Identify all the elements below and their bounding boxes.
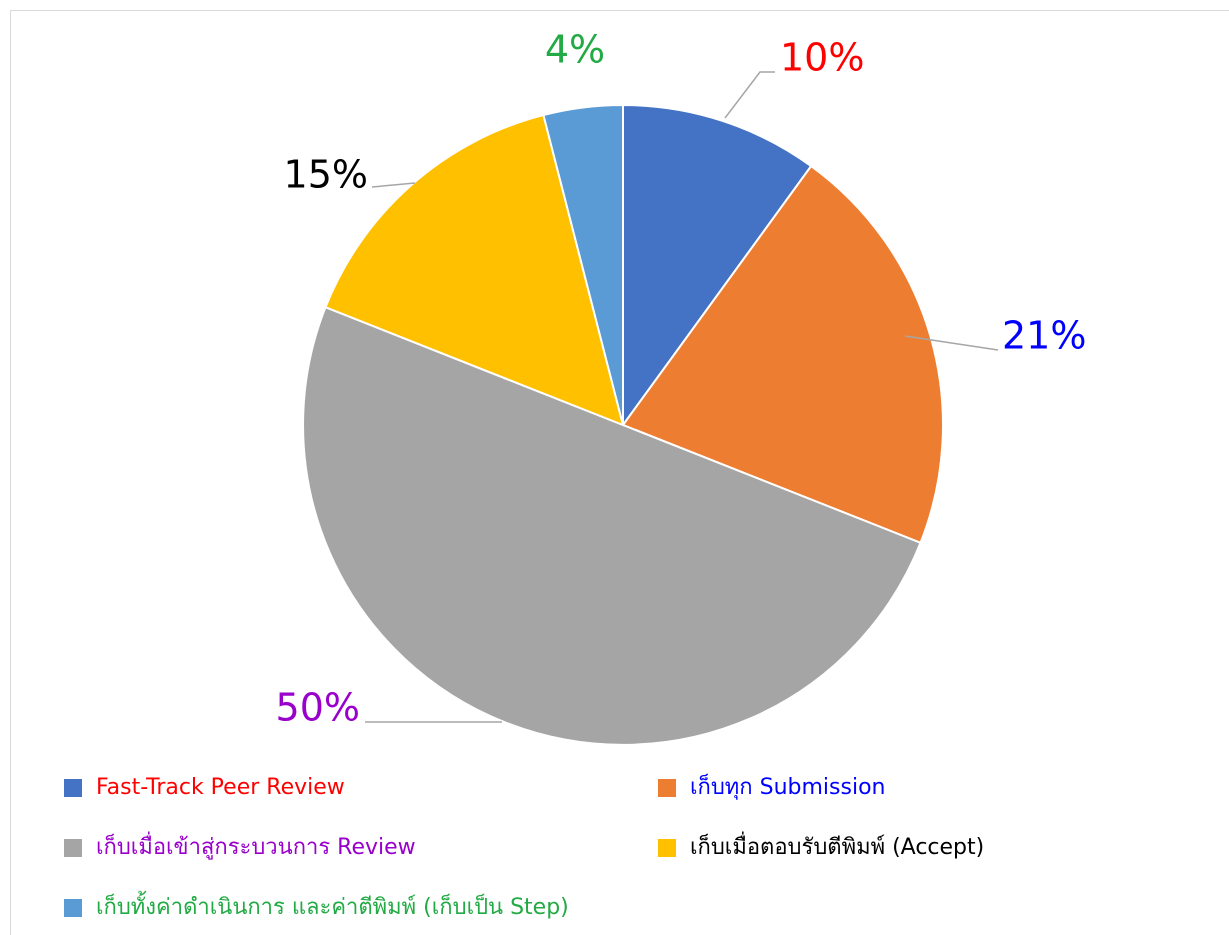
- leader-line: [904, 335, 999, 351]
- legend-swatch: [64, 779, 82, 797]
- data-label: 15%: [284, 153, 368, 197]
- pie-slice: [621, 164, 944, 545]
- data-label: 50%: [276, 686, 360, 730]
- legend-label: เก็บเมื่อเข้าสู่กระบวนการ Review: [96, 831, 416, 860]
- legend-swatch: [658, 779, 676, 797]
- data-label: 10%: [780, 36, 864, 80]
- pie-slice: [302, 305, 922, 746]
- data-label: 21%: [1002, 314, 1086, 358]
- data-label: 4%: [545, 28, 605, 72]
- leader-line: [371, 182, 416, 188]
- legend-label: Fast-Track Peer Review: [96, 775, 345, 800]
- chart-border: [10, 10, 1229, 935]
- legend-swatch: [64, 899, 82, 917]
- legend-label: เก็บทั้งค่าดำเนินการ และค่าตีพิมพ์ (เก็บ…: [96, 891, 569, 920]
- pie-slice: [542, 103, 624, 426]
- pie-slice: [622, 103, 813, 429]
- legend-label: เก็บเมื่อตอบรับตีพิมพ์ (Accept): [690, 831, 984, 860]
- legend-label: เก็บทุก Submission: [690, 772, 885, 800]
- legend-swatch: [64, 839, 82, 857]
- legend-swatch: [658, 839, 676, 857]
- leader-line: [724, 71, 775, 119]
- pie-slice: [324, 113, 625, 427]
